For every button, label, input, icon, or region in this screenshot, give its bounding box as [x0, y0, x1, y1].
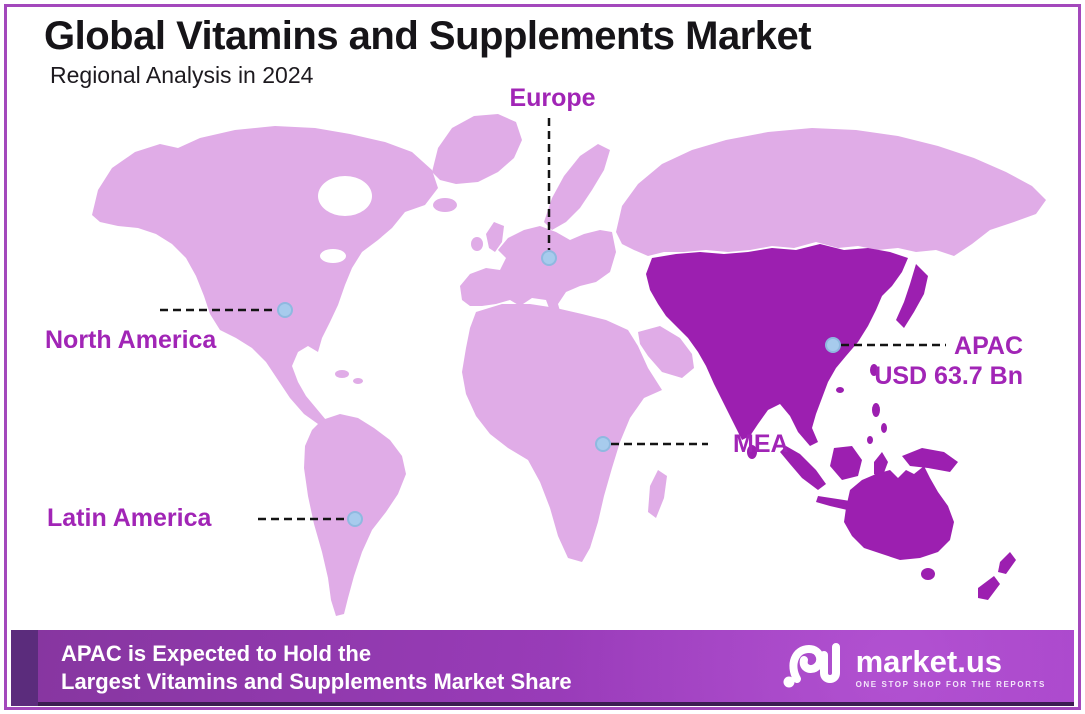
mea-marker-dot [595, 436, 611, 452]
black-sea-notch [606, 283, 626, 293]
header: Global Vitamins and Supplements Market R… [44, 14, 812, 89]
region-africa-shape [462, 304, 662, 562]
apac-value: USD 63.7 Bn [874, 362, 1023, 390]
region-new-zealand-shape [998, 552, 1016, 574]
region-japan-shape [896, 264, 928, 328]
market-us-logo-icon [783, 643, 840, 688]
europe-marker-dot [541, 250, 557, 266]
region-greenland-shape [432, 114, 522, 184]
brand-tagline: ONE STOP SHOP FOR THE REPORTS [855, 679, 1046, 689]
region-new-guinea-shape [902, 448, 958, 472]
banner-caption: APAC is Expected to Hold the Largest Vit… [61, 640, 572, 696]
region-label-mea: MEA [733, 430, 789, 458]
region-australia-shape [844, 466, 954, 560]
apac-marker-dot [825, 337, 841, 353]
region-north-america-shape [92, 126, 438, 424]
banner-accent-strip [11, 630, 38, 706]
footer-banner: APAC is Expected to Hold the Largest Vit… [11, 630, 1074, 706]
apac-name: APAC [954, 332, 1023, 360]
latin-america-marker-dot [347, 511, 363, 527]
north-america-marker-dot [277, 302, 293, 318]
hudson-bay-notch [318, 176, 372, 216]
page-subtitle: Regional Analysis in 2024 [50, 62, 314, 88]
brand-text: market.us ONE STOP SHOP FOR THE REPORTS [855, 643, 1046, 689]
region-apac-shape [646, 244, 908, 446]
region-label-latin-america: Latin America [47, 504, 212, 532]
region-arabia-shape [638, 326, 694, 378]
region-label-europe: Europe [509, 84, 596, 112]
region-label-apac: APAC USD 63.7 Bn [874, 331, 1023, 391]
banner-caption-line2: Largest Vitamins and Supplements Market … [61, 669, 572, 694]
brand-name: market.us [855, 643, 1003, 679]
region-europe-shape [460, 226, 616, 318]
banner-caption-line1: APAC is Expected to Hold the [61, 641, 372, 666]
page-title: Global Vitamins and Supplements Market [44, 14, 812, 58]
brand-logo: market.us ONE STOP SHOP FOR THE REPORTS [782, 639, 1046, 695]
region-russia-shape [616, 128, 1046, 256]
region-label-north-america: North America [45, 326, 217, 354]
